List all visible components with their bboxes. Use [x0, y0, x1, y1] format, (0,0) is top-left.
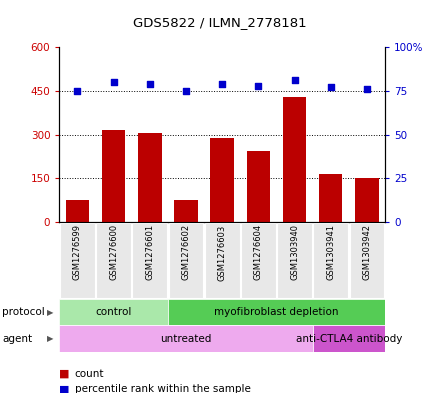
- Point: [363, 86, 370, 92]
- Point: [219, 81, 226, 87]
- Text: percentile rank within the sample: percentile rank within the sample: [75, 384, 251, 393]
- Text: protocol: protocol: [2, 307, 45, 317]
- Text: GSM1276601: GSM1276601: [145, 224, 154, 281]
- Text: ■: ■: [59, 369, 70, 379]
- Bar: [349, 223, 384, 298]
- Bar: [313, 223, 348, 298]
- Text: GSM1303941: GSM1303941: [326, 224, 335, 280]
- Bar: [277, 223, 312, 298]
- Bar: [283, 97, 306, 222]
- Bar: [59, 325, 313, 352]
- Bar: [210, 138, 234, 222]
- Point: [74, 88, 81, 94]
- Bar: [246, 151, 270, 222]
- Bar: [205, 223, 239, 298]
- Bar: [96, 223, 131, 298]
- Point: [147, 81, 154, 87]
- Text: agent: agent: [2, 334, 32, 344]
- Text: ▶: ▶: [48, 308, 54, 316]
- Point: [255, 83, 262, 89]
- Text: control: control: [95, 307, 132, 317]
- Text: untreated: untreated: [160, 334, 212, 344]
- Text: GSM1276603: GSM1276603: [218, 224, 227, 281]
- Text: GSM1276599: GSM1276599: [73, 224, 82, 280]
- Point: [110, 79, 117, 85]
- Point: [183, 88, 190, 94]
- Bar: [132, 223, 167, 298]
- Bar: [138, 133, 161, 222]
- Bar: [313, 325, 385, 352]
- Bar: [102, 130, 125, 222]
- Text: GSM1276602: GSM1276602: [182, 224, 191, 281]
- Text: GSM1276600: GSM1276600: [109, 224, 118, 281]
- Bar: [66, 200, 89, 222]
- Text: ▶: ▶: [48, 334, 54, 343]
- Bar: [174, 200, 198, 222]
- Text: GSM1276604: GSM1276604: [254, 224, 263, 281]
- Text: ■: ■: [59, 384, 70, 393]
- Text: GDS5822 / ILMN_2778181: GDS5822 / ILMN_2778181: [133, 16, 307, 29]
- Bar: [355, 178, 379, 222]
- Text: count: count: [75, 369, 104, 379]
- Bar: [60, 223, 95, 298]
- Text: GSM1303942: GSM1303942: [363, 224, 371, 280]
- Bar: [319, 174, 342, 222]
- Point: [327, 84, 334, 90]
- Bar: [168, 299, 385, 325]
- Text: GSM1303940: GSM1303940: [290, 224, 299, 280]
- Text: anti-CTLA4 antibody: anti-CTLA4 antibody: [296, 334, 402, 344]
- Text: myofibroblast depletion: myofibroblast depletion: [214, 307, 339, 317]
- Bar: [169, 223, 203, 298]
- Bar: [241, 223, 276, 298]
- Point: [291, 77, 298, 84]
- Bar: [59, 299, 168, 325]
